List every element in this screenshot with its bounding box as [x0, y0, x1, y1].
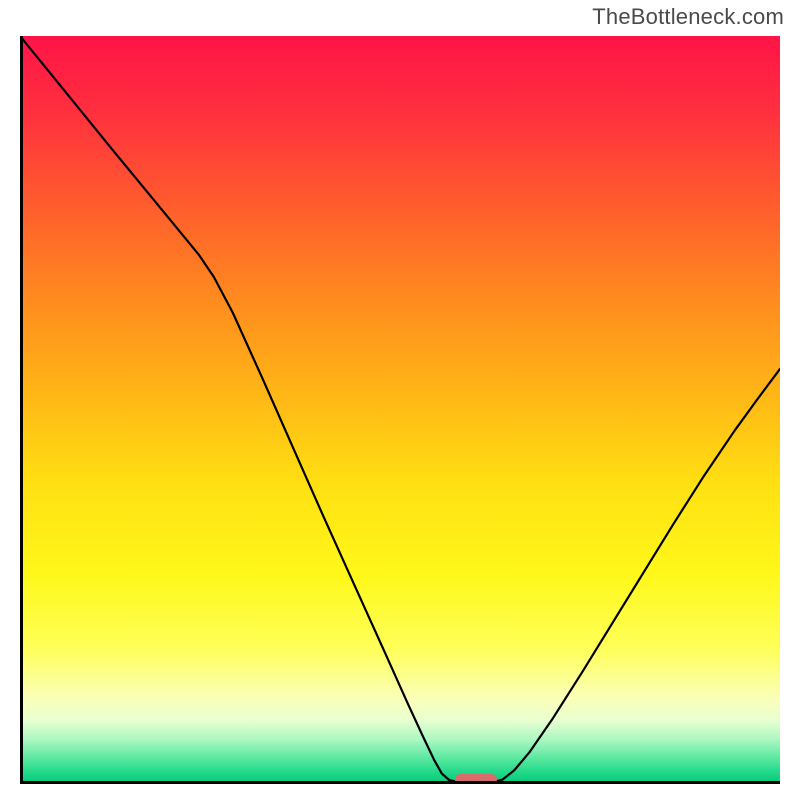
curve-layer [20, 36, 780, 784]
watermark-text: TheBottleneck.com [592, 4, 784, 30]
bottleneck-curve [20, 36, 780, 783]
plot-area [20, 36, 780, 784]
x-axis-line [20, 781, 780, 784]
y-axis-line [20, 36, 23, 784]
